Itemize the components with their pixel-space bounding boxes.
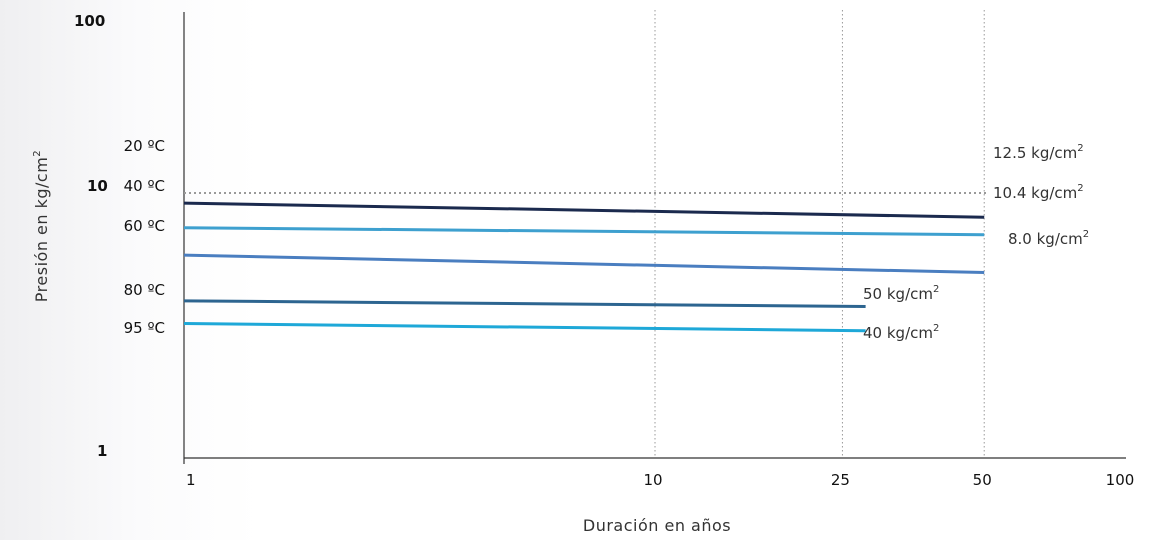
series-name-2: 60 ºC <box>124 217 165 235</box>
series-name-4: 95 ºC <box>124 319 165 337</box>
series-line-4 <box>183 321 866 333</box>
series-line-1 <box>183 226 985 237</box>
series-end-label-2-sup: 2 <box>1083 229 1089 240</box>
x-tick-label-50: 50 <box>973 471 992 489</box>
series-end-label-2: 8.0 kg/cm2 <box>1008 229 1089 248</box>
tick-layer: 1 10 25 50 100 100 10 1 <box>74 12 1134 489</box>
x-axis-title: Duración en años <box>583 516 731 535</box>
series-name-0: 20 ºC <box>124 137 165 155</box>
series-end-label-4-sup: 2 <box>933 323 939 334</box>
series-layer <box>183 192 987 333</box>
series-name-1: 40 ºC <box>124 177 165 195</box>
x-tick-label-10: 10 <box>643 471 662 489</box>
y-axis-title-sup: 2 <box>32 150 43 157</box>
series-end-label-0-sup: 2 <box>1077 143 1083 154</box>
series-end-label-0: 12.5 kg/cm2 <box>993 143 1084 162</box>
series-line-3 <box>183 299 866 309</box>
y-axis-title-text: Presión en kg/cm <box>32 157 51 303</box>
series-end-label-4: 40 kg/cm2 <box>863 323 939 342</box>
y-tick-label-1: 1 <box>97 442 107 460</box>
reference-line-label-text: 10.4 kg/cm <box>993 184 1077 202</box>
y-tick-label-10: 10 <box>87 177 108 195</box>
reference-line-label: 10.4 kg/cm2 <box>993 183 1084 202</box>
axis-layer <box>183 12 1126 459</box>
series-end-label-2-text: 8.0 kg/cm <box>1008 230 1083 248</box>
x-tick-label-100: 100 <box>1106 471 1135 489</box>
y-axis-title: Presión en kg/cm2 <box>32 150 51 302</box>
reference-line-label-sup: 2 <box>1077 183 1083 194</box>
series-end-label-3-sup: 2 <box>933 284 939 295</box>
series-end-label-3: 50 kg/cm2 <box>863 284 939 303</box>
series-end-label-0-text: 12.5 kg/cm <box>993 144 1077 162</box>
x-tick-label-25: 25 <box>831 471 850 489</box>
series-end-label-4-text: 40 kg/cm <box>863 324 933 342</box>
x-tick-label-1: 1 <box>186 471 196 489</box>
series-line-2 <box>183 253 985 275</box>
series-name-3: 80 ºC <box>124 281 165 299</box>
y-tick-label-100: 100 <box>74 12 105 30</box>
series-line-0 <box>183 201 985 219</box>
series-end-label-3-text: 50 kg/cm <box>863 285 933 303</box>
